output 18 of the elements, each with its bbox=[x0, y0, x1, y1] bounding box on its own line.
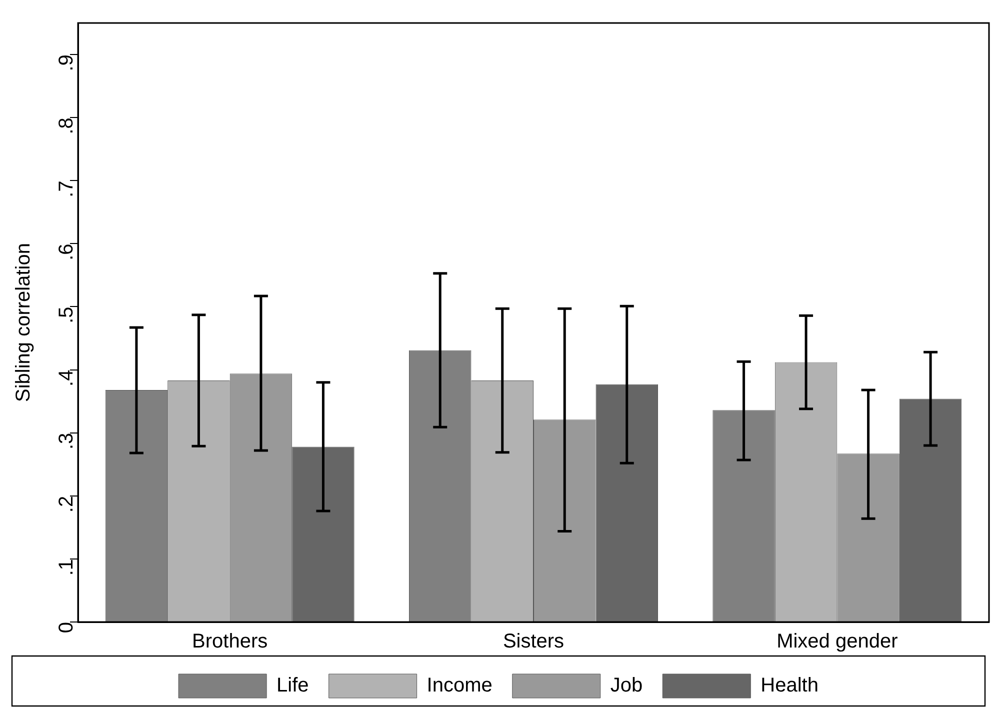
y-tick-label: .6 bbox=[56, 244, 78, 260]
y-tick-label: .2 bbox=[56, 496, 78, 513]
y-tick-label: .8 bbox=[56, 118, 78, 134]
y-tick-label: 0 bbox=[56, 622, 78, 634]
x-tick-label: Sisters bbox=[502, 630, 564, 653]
y-tick-label: .4 bbox=[56, 370, 78, 386]
x-tick-label: Brothers bbox=[192, 630, 268, 653]
y-tick-label: .3 bbox=[56, 432, 78, 450]
y-tick-label: .1 bbox=[56, 558, 78, 576]
legend-label: Income bbox=[426, 674, 492, 697]
y-tick-label: .5 bbox=[56, 306, 78, 324]
x-tick-label: Mixed gender bbox=[776, 630, 898, 653]
legend-label: Job bbox=[610, 674, 643, 697]
legend-label: Life bbox=[276, 674, 309, 697]
y-axis-title: Sibling correlation bbox=[12, 243, 35, 402]
y-tick-label: .7 bbox=[56, 180, 78, 198]
legend-label: Health bbox=[760, 674, 818, 697]
y-tick-label: .9 bbox=[56, 54, 78, 72]
